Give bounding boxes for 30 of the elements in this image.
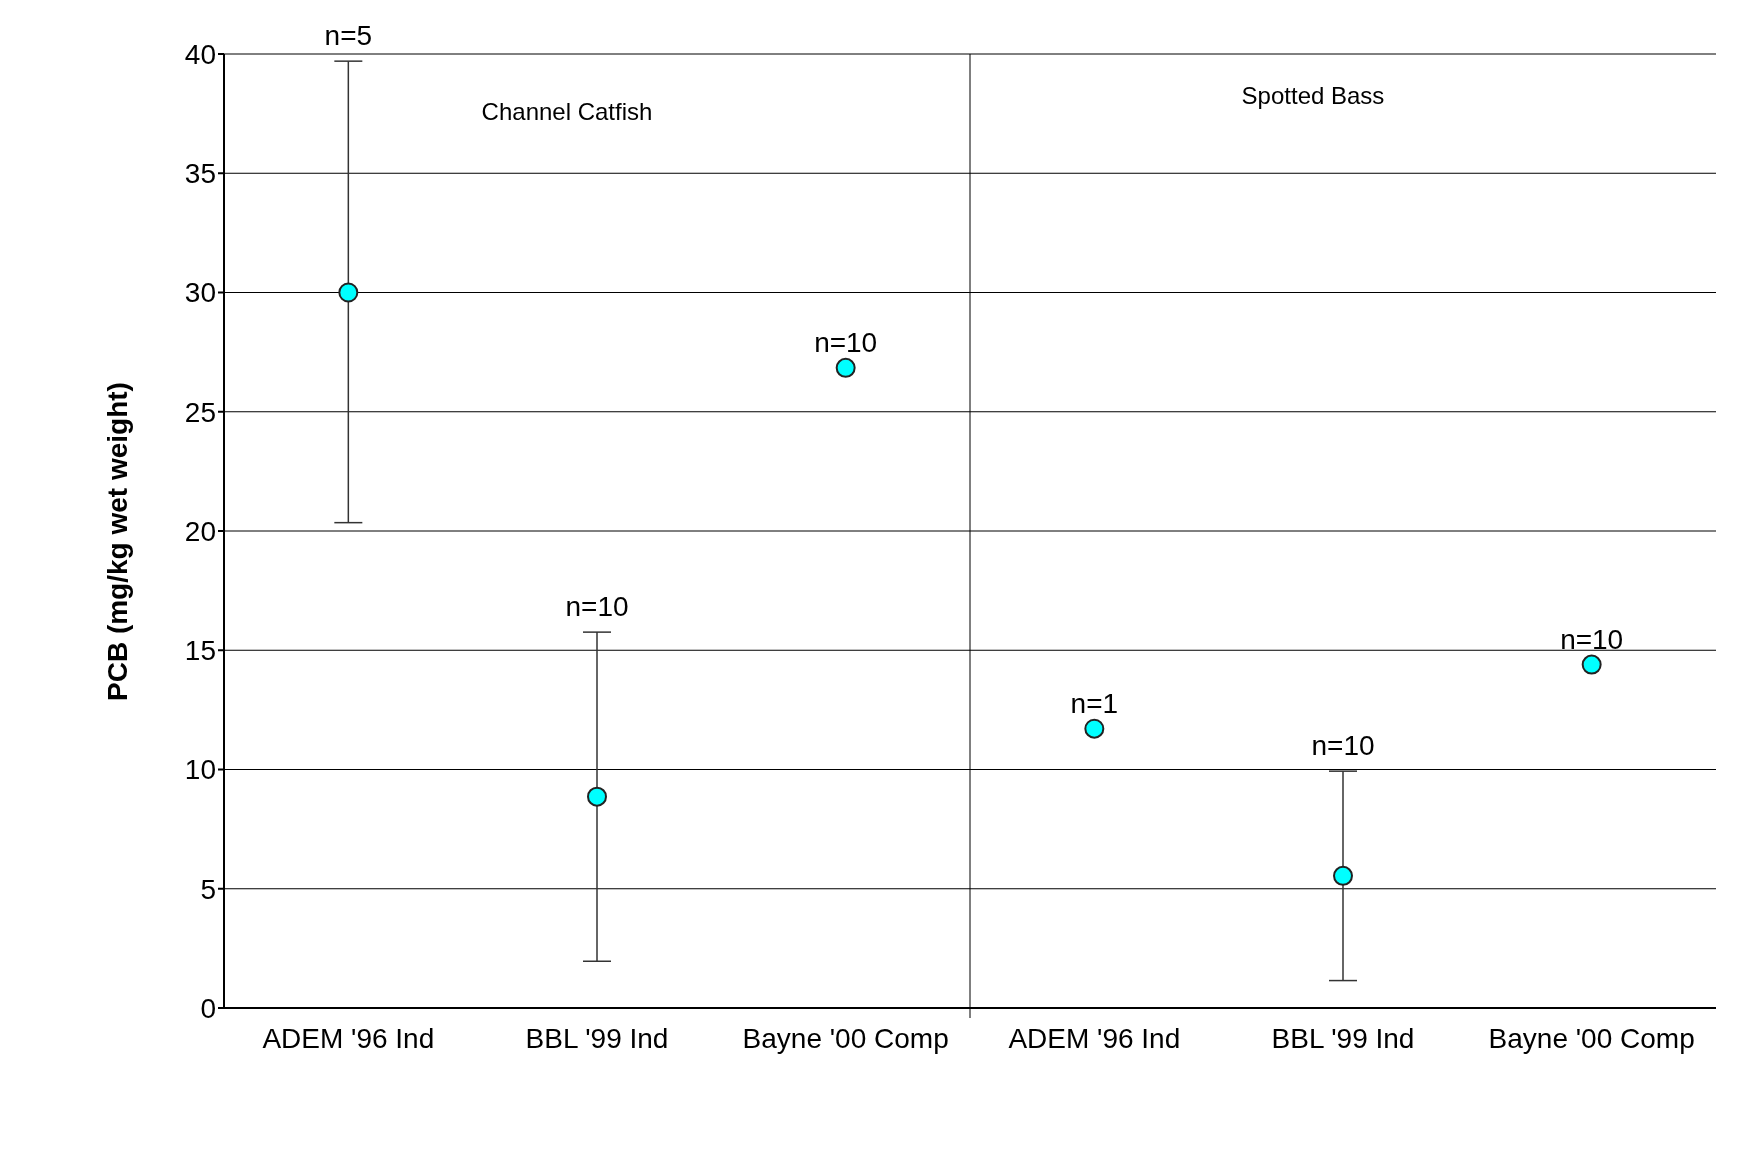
y-tick-label: 40	[184, 38, 216, 70]
annotation: n=10	[814, 326, 878, 358]
y-tick-label: 35	[184, 158, 216, 190]
annotation: n=10	[1560, 623, 1624, 655]
y-tick-label: 30	[184, 277, 216, 309]
annotation: n=1	[1070, 687, 1119, 719]
x-tick-label: BBL '99 Ind	[1271, 1022, 1415, 1054]
y-tick-label: 5	[200, 873, 216, 905]
point	[338, 282, 359, 303]
y-axis-title: PCB (mg/kg wet weight)	[101, 382, 133, 701]
x-tick-label: BBL '99 Ind	[525, 1022, 669, 1054]
point	[587, 786, 607, 807]
x-tick-label: Bayne '00 Comp	[742, 1022, 949, 1054]
annotation: Spotted Bass	[1241, 82, 1385, 109]
x-tick-label: Bayne '00 Comp	[1488, 1022, 1695, 1054]
x-tick-label: ADEM '96 Ind	[1008, 1022, 1181, 1054]
point	[1084, 718, 1105, 739]
y-tick-label: 20	[184, 515, 216, 547]
annotation: n=10	[565, 591, 629, 623]
point	[1333, 865, 1353, 886]
y-tick-label: 15	[184, 635, 216, 667]
annotation: Channel Catfish	[481, 98, 653, 125]
point	[835, 357, 856, 378]
annotation: n=5	[324, 20, 373, 52]
annotation: n=10	[1311, 730, 1375, 762]
x-tick-label: ADEM '96 Ind	[262, 1022, 435, 1054]
y-tick-label: 0	[200, 992, 216, 1024]
y-tick-label: 10	[184, 754, 216, 786]
point	[1581, 654, 1602, 675]
y-tick-label: 25	[184, 396, 216, 428]
